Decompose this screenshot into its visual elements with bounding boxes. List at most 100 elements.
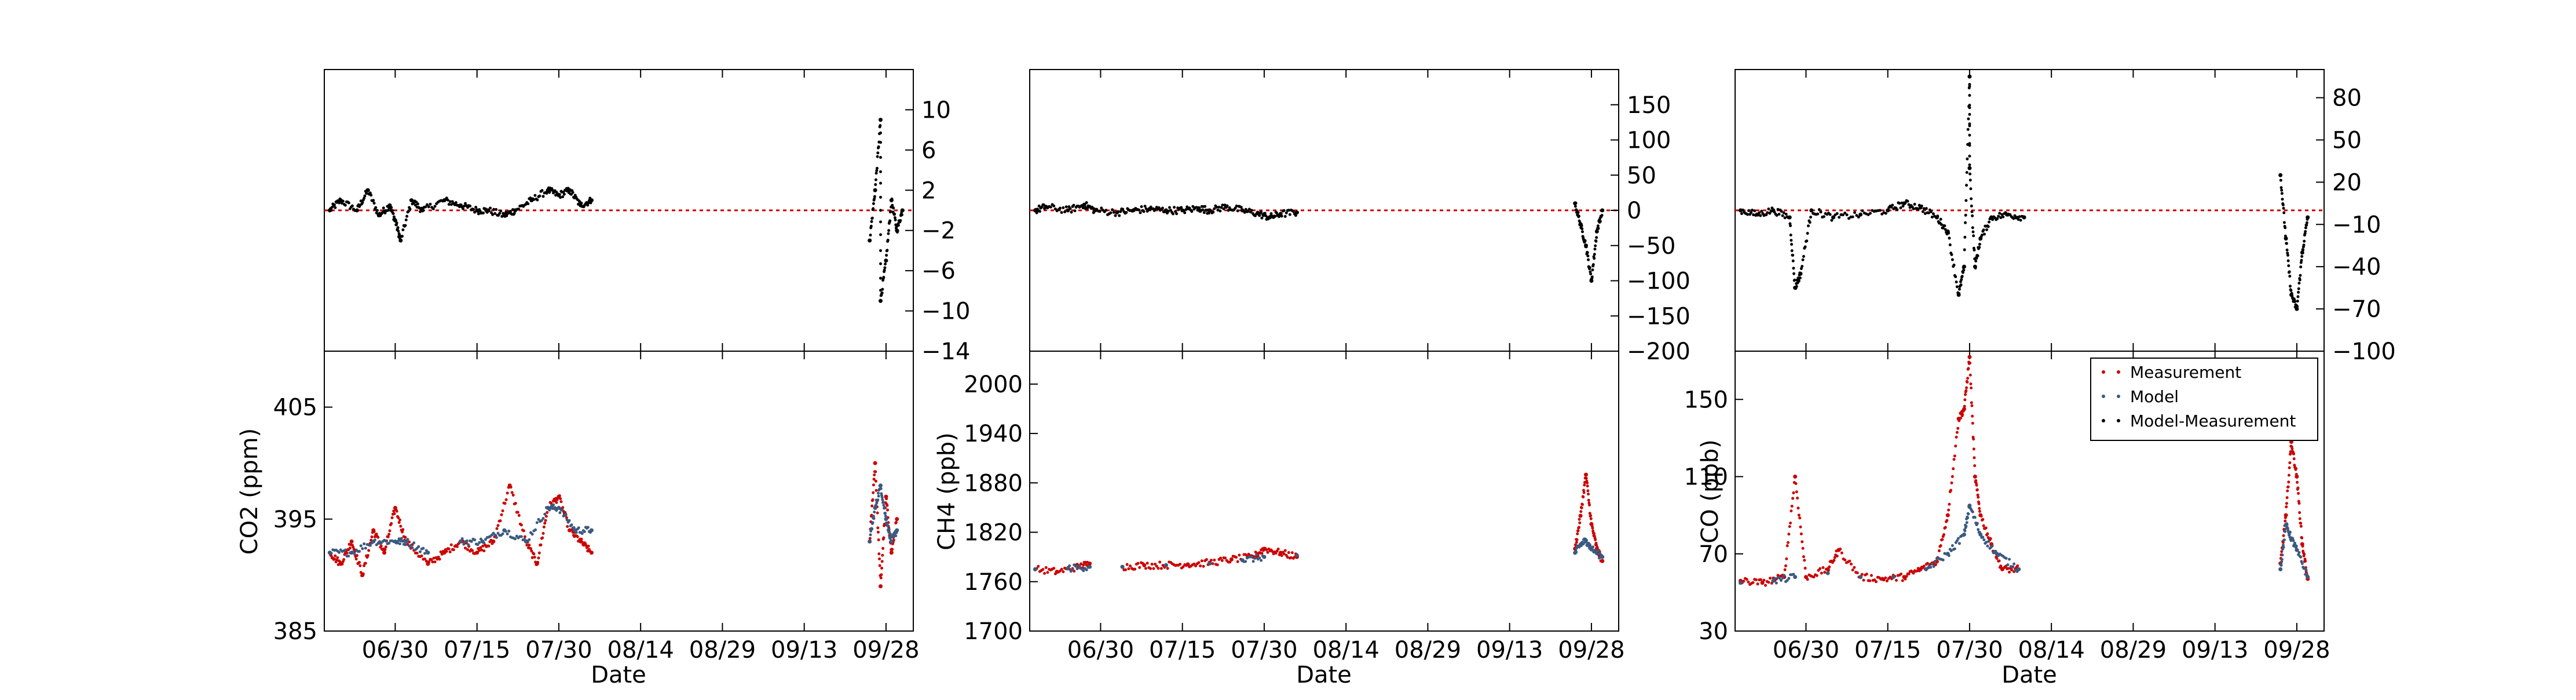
ch4-difference-panel-point-0-13-2 [1243,210,1246,214]
co-concentration-panel-point-0-24-10 [2299,522,2303,525]
co-difference-panel-point-0-15-6 [1965,184,1968,187]
co2-concentration-panel-point-0-11-2 [478,549,481,552]
co2-concentration-panel-point-0-22-2 [874,479,877,483]
co-concentration-panel-xtick-label-0: 06/30 [1773,637,1839,663]
co2-difference-panel-point-0-26-1 [885,254,888,257]
co2-difference-panel-point-0-14-8 [509,209,513,213]
ch4-concentration-panel-point-1-2 [1088,564,1092,569]
co2-concentration-panel-point-0-21-9 [872,491,875,494]
co2-concentration-panel-point-1-17 [884,517,888,522]
co2-concentration-panel-point-0-10-4 [463,546,467,550]
co-difference-panel-point-0-2-9 [1782,211,1785,214]
co2-concentration-panel-point-1-1-2 [353,553,356,556]
ch4-concentration-panel-point-0-9-5 [1238,553,1241,557]
co-difference-panel-point-0-20-12 [2004,211,2007,214]
co-difference-panel-point-0-4-10 [1797,279,1801,283]
co-concentration-panel-point-0-1-1 [1762,578,1766,582]
co-concentration-panel-point-0-22-2 [2285,502,2288,505]
ch4-concentration-panel-point-0-1-4 [1062,570,1065,574]
co2-concentration-panel-point-1-0-12 [347,555,350,558]
ch4-concentration-panel-point-0-16-1 [1585,476,1588,480]
co2-concentration-panel-point-0-19-10 [587,544,590,548]
co2-concentration-panel-point-0-0-9 [335,558,339,562]
co2-concentration-panel-point-1-9-7 [535,521,539,524]
co-concentration-panel-point-0-7-1 [1860,573,1864,576]
co-difference-panel-point-0-6-12 [1828,213,1832,216]
co-difference-panel-point-0-3-9 [1791,259,1795,262]
ch4-concentration-panel-point-0-15-5 [1580,503,1584,506]
ch4-difference-panel-point-0-6-6 [1139,211,1142,214]
co-difference-panel-point-0-20-1 [1991,218,1995,221]
co-difference-panel-point-0-1-1 [1757,213,1760,217]
co-difference-panel-point-0-0-1 [1740,212,1743,216]
co-concentration-panel-point-0-3-3 [1796,497,1799,500]
co-difference-panel-point-0-14-7 [1960,278,1963,282]
ch4-difference-panel-point-0-20-6 [1587,258,1590,261]
co2-concentration-panel-point-0-6-6 [398,518,401,522]
co2-concentration-panel-point-0-23-1 [879,576,883,579]
co-concentration-panel-point-0-2-10 [1790,504,1794,508]
ch4-concentration-panel-point-1-3 [1120,564,1125,569]
ch4-concentration-panel-point-0-16-7 [1587,498,1590,502]
co-concentration-panel-point-0-17-13 [1989,537,1992,541]
co2-concentration-panel-point-0-5-2 [384,545,387,549]
co2-difference-panel-ytick-label-2: 2 [921,177,936,204]
ch4-difference-panel-point-0-0-11 [1042,203,1045,206]
co-concentration-panel-point-0-22 [2284,513,2288,517]
co-concentration-panel-xtick-label-2: 07/30 [1936,637,2003,663]
co2-concentration-panel-point-1-0-6 [338,550,341,554]
co-difference-panel-point-0-15-2 [1963,235,1967,239]
co2-difference-panel-point-0-17-2 [548,191,551,194]
co-concentration-panel-point-0-15-1 [1968,362,1972,365]
co2-concentration-panel-point-0-10-6 [466,548,470,552]
co-difference-panel-point-0-27-2 [2301,248,2305,251]
co2-concentration-panel-point-0-6-4 [397,516,400,519]
ch4-difference-panel-point-0-21-8 [1593,253,1596,256]
co-concentration-panel-point-0-12-1 [1947,508,1951,512]
co-difference-panel-point-0-3-11 [1792,272,1796,275]
co2-concentration-panel-point-0-2-6 [354,557,358,561]
co2-concentration-panel-point-1-8-3 [507,529,511,533]
co-concentration-panel-point-0-22-3 [2285,496,2289,500]
ch4-difference-panel-point-0-18-2 [1574,201,1578,205]
co-concentration-panel-point-0-12-13 [1956,426,1960,430]
co2-concentration-panel-point-1-0-10 [343,548,347,552]
co-difference-panel-point-0-12-10 [1943,224,1946,228]
co-difference-panel-point-0-6-4 [1816,212,1820,216]
co2-concentration-panel-point-0-21-10 [872,483,875,487]
co2-concentration-panel-point-0-2-3 [352,548,356,551]
co2-difference-panel-point-0-23 [873,188,877,192]
co2-concentration-panel-point-0-6-10 [401,528,405,531]
co2-concentration-panel-point-1-6-12 [478,541,481,544]
co-concentration-panel-point-0-22-7 [2287,480,2290,484]
ch4-difference-panel-point-0-20-1 [1585,245,1588,249]
co-concentration-panel-point-1-15-13 [2295,544,2298,548]
co2-concentration-panel: 385 395 405 06/30 07/15 07/30 08/14 08/29 09/13 0… [273,351,920,663]
ch4-difference-panel-point-0-12-10 [1236,209,1239,213]
co2-concentration-panel-point-0-22-3 [874,488,878,492]
ch4-difference-panel-point-0-14-6 [1262,214,1265,217]
co2-concentration-panel-point-1-1-1 [352,550,355,553]
ch4-difference-panel-point-0-21-2 [1590,275,1594,279]
co2-difference-panel-point-0-20-9 [586,203,590,207]
co2-concentration-panel-ytick-label-0: 385 [273,618,317,645]
ch4-difference-panel-point-0-2-3 [1070,210,1073,214]
co2-concentration-panel-point-1-17-11 [888,532,892,535]
co-difference-panel-point-0-15-10 [1966,127,1970,131]
co2-difference-panel-point-0-8-10 [418,206,421,210]
co-difference-panel-point-0-7-13 [1857,216,1860,219]
ch4-concentration-panel-point-0-6-9 [1179,563,1182,566]
ch4-concentration-panel-point-0-11-3 [1266,550,1269,554]
co-concentration-panel-point-0-4-5 [1812,575,1816,579]
co2-difference-panel-point-0-1-4 [343,203,347,207]
co-difference-panel-point-0-26-6 [2297,282,2301,285]
co2-difference-panel-point-0-16-2 [532,198,536,201]
co-concentration-panel-point-0-2-3 [1785,557,1788,560]
co-difference-panel-point-0-1-2 [1758,211,1761,214]
co2-concentration-panel-point-1-4-8 [417,545,420,548]
co2-difference-panel-point-0-3-7 [372,199,375,202]
co-concentration-panel-point-1-1-1 [1773,577,1777,580]
ch4-difference-panel-point-0-17 [1294,210,1299,215]
co2-concentration-panel-point-1-3-13 [404,543,407,546]
co-concentration-panel-point-0-14-5 [1964,389,1968,392]
